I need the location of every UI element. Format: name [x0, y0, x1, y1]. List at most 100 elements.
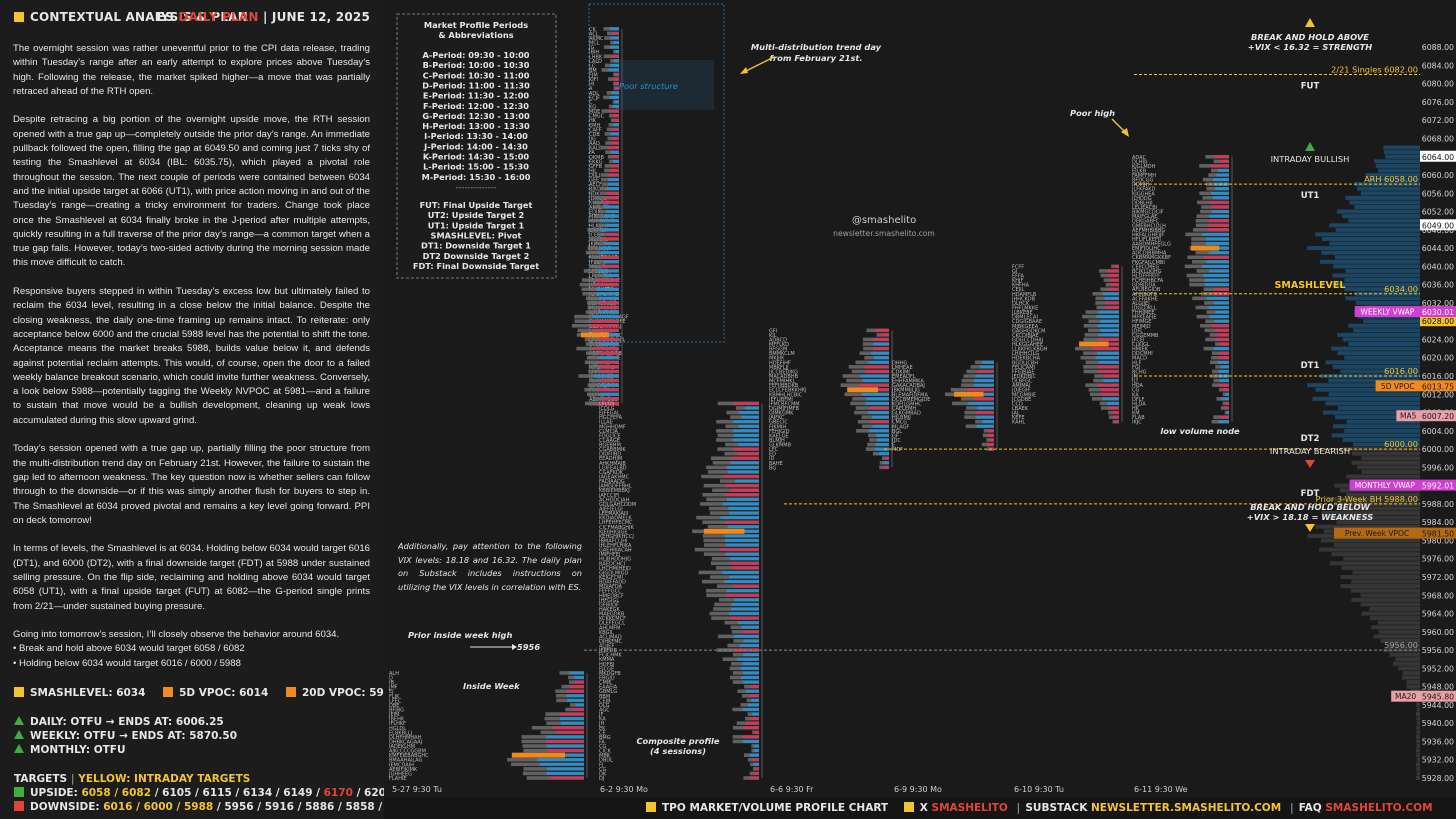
volume-profile-bar [1340, 575, 1420, 580]
delta-bar [598, 360, 619, 364]
volume-profile-bar [1351, 579, 1420, 584]
tpo-letters: EHHFAMMKA [892, 379, 924, 385]
tpo-letters: MCGMBIE [1012, 392, 1036, 398]
delta-bar [1215, 187, 1229, 191]
tpo-letters: DLG [599, 703, 610, 709]
price-axis[interactable]: 6088.00 6084.00 6080.00 6076.00 6072.00 6068.… [1420, 0, 1456, 797]
delta-bar [729, 561, 759, 565]
tpo-letters: JAIFKC [768, 415, 785, 421]
tpo-letters: DEKGABFC [1132, 219, 1160, 225]
footer-faq-link[interactable]: SMASHELITO.COM [1325, 802, 1433, 814]
delta-bar [548, 776, 584, 780]
delta-bar [598, 251, 619, 255]
axis-marker [1420, 219, 1456, 231]
footer-substack-link[interactable]: NEWSLETTER.SMASHELITO.COM [1091, 802, 1282, 814]
tpo-letters: LC [589, 63, 596, 69]
legend-label: SMASHLEVEL: 6034 [30, 687, 146, 699]
volume-profile-bar [1351, 597, 1420, 602]
delta-bar [869, 420, 889, 424]
delta-bar [1101, 392, 1119, 396]
volume-profile-bar [1335, 415, 1420, 420]
delta-bar [1218, 356, 1229, 360]
tpo-letters: LGIFEALBD [599, 465, 627, 471]
volume-profile-bar [1353, 442, 1420, 447]
volume-profile-bar [1315, 232, 1420, 237]
delta-bar [967, 388, 994, 392]
tpo-letters: ACHDDCJAH [599, 497, 630, 503]
tpo-letters: FAMFFMH [1132, 173, 1156, 179]
delta-bar [552, 726, 584, 730]
delta-bar [727, 470, 759, 474]
orange-square-icon [285, 687, 296, 697]
y-tick-label: 6044.00 [1422, 244, 1454, 253]
delta-bar [615, 86, 619, 90]
delta-bar [606, 210, 619, 213]
delta-bar [1097, 324, 1119, 328]
tpo-letters: FELJCAMI [1012, 365, 1035, 371]
period-item: C-Period: 10:30 - 11:00 [423, 70, 530, 80]
volume-profile-bar [1406, 684, 1420, 689]
volume-profile-bar [1340, 369, 1420, 374]
badge-label: Prev. Week VPOC [1345, 529, 1409, 538]
tpo-letters: FJ [599, 762, 603, 768]
yellow-square-icon [14, 687, 24, 697]
delta-bar [754, 744, 759, 748]
tpo-letters: ADL [589, 91, 599, 97]
delta-bar [730, 488, 759, 492]
delta-bar [603, 196, 619, 200]
badge-label: MA5 [1400, 412, 1417, 421]
delta-bar [612, 105, 619, 108]
volume-profile-bar [1357, 465, 1420, 470]
volume-profile-bar [1346, 474, 1420, 479]
delta-bar [1217, 374, 1229, 378]
volume-profile-bar [1348, 323, 1420, 328]
delta-bar [609, 45, 619, 49]
volume-profile-bar [1335, 227, 1420, 232]
delta-bar [866, 370, 889, 373]
axis-marker-label: 6049.00 [1422, 221, 1454, 230]
delta-bar [601, 237, 619, 241]
footer-substack-label: SUBSTACK [1025, 802, 1088, 814]
tpo-letters: BMMKCLM [769, 351, 795, 357]
y-tick-label: 6052.00 [1422, 208, 1454, 217]
volume-profile-bar [1342, 437, 1420, 442]
tpo-letters: IHLEHFLHJKA [599, 543, 632, 549]
periods-list: A-Period: 09:30 - 10:00B-Period: 10:00 -… [413, 50, 539, 271]
tpo-letters: BDAFFADD [599, 580, 626, 586]
delta-bar [1102, 397, 1119, 401]
delta-bar [864, 365, 889, 369]
tpo-letters: BMG [599, 735, 611, 741]
delta-bar [729, 511, 759, 515]
delta-bar [1109, 278, 1119, 282]
delta-bar [610, 164, 619, 168]
delta-bar [613, 118, 619, 122]
poc-bar [581, 332, 609, 338]
tpo-letters: MACD [1132, 356, 1147, 362]
arrow-icon [743, 56, 775, 73]
smash-value: 6034.00 [1384, 284, 1418, 294]
analysis-text: The overnight session was rather unevent… [13, 42, 370, 671]
footer-x-link[interactable]: SMASHELITO [931, 802, 1008, 814]
delta-bar [607, 173, 619, 177]
volume-profile-bar [1345, 195, 1420, 200]
delta-bar [1208, 223, 1229, 227]
tpo-letters: BIKMGCDCIF [1132, 210, 1164, 216]
tpo-letters: FA [599, 739, 605, 745]
tpo-chart[interactable]: GBLDAFDKLAEDHMBBBLLFKLFGFDCIMALAHIADBJIB… [384, 0, 1420, 797]
volume-profile-bar [1336, 520, 1420, 525]
volume-profile-bar [1361, 611, 1420, 616]
tpo-letters: ALH [389, 671, 399, 677]
delta-bar [875, 443, 889, 446]
session-volume-profile [1307, 145, 1420, 780]
x-tick-label: 6-6 9:30 Fr [770, 785, 814, 794]
delta-bar [747, 703, 759, 707]
delta-bar [539, 762, 584, 766]
delta-bar [739, 644, 759, 647]
volume-profile-bar [1416, 771, 1420, 776]
delta-bar [744, 406, 759, 410]
plan-date: ES DAILY PLAN | JUNE 12, 2025 [157, 10, 370, 24]
tpo-letters: BMAAHAILAG [389, 758, 423, 764]
delta-bar [612, 155, 619, 159]
delta-bar [609, 95, 619, 99]
delta-bar [873, 356, 889, 360]
